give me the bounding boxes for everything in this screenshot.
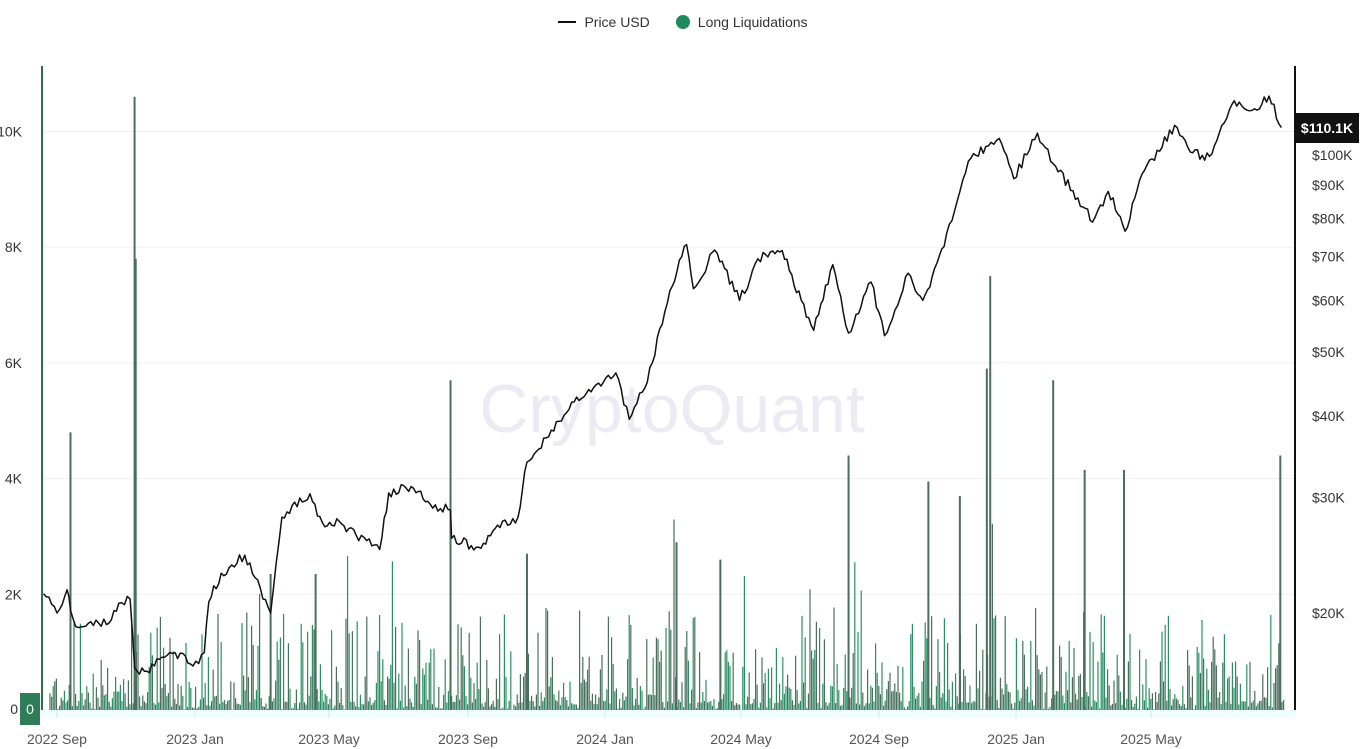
right-axis-tick: $40K bbox=[1312, 408, 1345, 424]
price-line bbox=[42, 95, 1283, 675]
right-axis-tick: $30K bbox=[1312, 490, 1345, 506]
svg-text:0: 0 bbox=[10, 701, 18, 717]
right-axis-tick: $70K bbox=[1312, 248, 1345, 264]
x-axis-tick: 2024 Jan bbox=[576, 731, 634, 747]
x-axis-tick: 2022 Sep bbox=[27, 731, 87, 747]
line-swatch-icon bbox=[558, 21, 577, 23]
left-axis-tick: 4K bbox=[5, 471, 23, 487]
liquidation-bars bbox=[49, 96, 1285, 710]
legend-label-liquidations: Long Liquidations bbox=[697, 14, 808, 30]
legend-item-price-usd[interactable]: Price USD bbox=[558, 14, 650, 30]
svg-text:0: 0 bbox=[26, 701, 34, 717]
x-axis-tick: 2024 Sep bbox=[849, 731, 909, 747]
watermark: CryptoQuant bbox=[479, 371, 865, 447]
gridlines bbox=[42, 131, 1295, 595]
right-axis-tick: $90K bbox=[1312, 177, 1345, 193]
legend-item-long-liquidations[interactable]: Long Liquidations bbox=[675, 14, 808, 30]
right-axis-tick: $20K bbox=[1312, 605, 1345, 621]
svg-text:$110.1K: $110.1K bbox=[1301, 120, 1353, 136]
x-axis-tick: 2025 May bbox=[1120, 731, 1181, 747]
x-axis-tick: 2023 Sep bbox=[438, 731, 498, 747]
x-axis-tick: 2023 Jan bbox=[166, 731, 224, 747]
dot-swatch-icon bbox=[675, 15, 690, 29]
x-axis: 2022 Sep 2023 Jan 2023 May 2023 Sep 2024 Jan… bbox=[27, 710, 1295, 747]
left-axis-tick: 8K bbox=[5, 239, 23, 255]
right-axis-tick: $50K bbox=[1312, 344, 1345, 360]
right-y-axis: $100K $90K $80K $70K $60K $50K $40K $30K $20K $11… bbox=[1294, 66, 1359, 710]
x-axis-tick: 2023 May bbox=[298, 731, 359, 747]
zero-value-tag bbox=[20, 693, 40, 725]
left-axis-tick: 6K bbox=[5, 355, 23, 371]
right-axis-tick: $80K bbox=[1312, 211, 1345, 227]
x-axis-tick: 2025 Jan bbox=[987, 731, 1045, 747]
chart-legend: Price USD Long Liquidations bbox=[0, 14, 1366, 30]
right-axis-tick: $60K bbox=[1312, 292, 1345, 308]
current-price-tag bbox=[1296, 113, 1359, 143]
x-axis-tick: 2024 May bbox=[710, 731, 771, 747]
left-y-axis: 2K 4K 6K 8K 10K 00 bbox=[0, 66, 43, 725]
left-axis-tick: 10K bbox=[0, 124, 23, 140]
left-axis-tick: 2K bbox=[5, 586, 23, 602]
right-axis-tick: $100K bbox=[1312, 147, 1353, 163]
legend-label-price: Price USD bbox=[584, 14, 650, 30]
